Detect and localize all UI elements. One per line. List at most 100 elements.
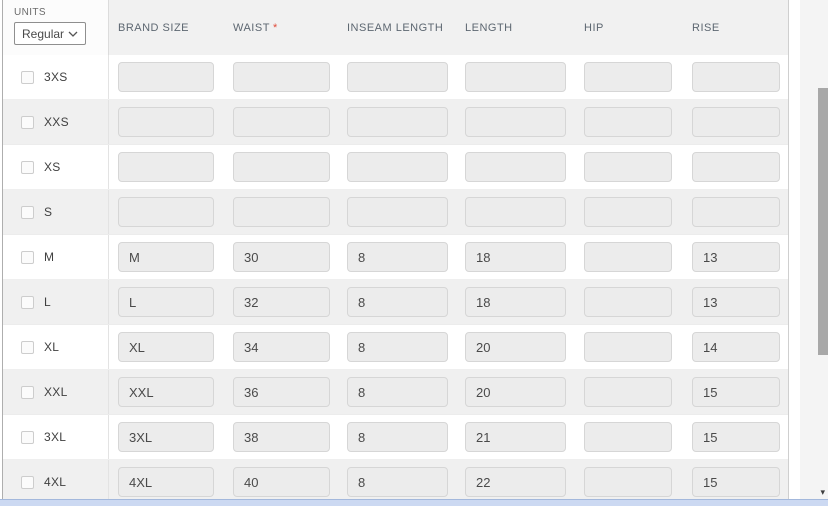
input-brand_size-4xl[interactable] (118, 467, 214, 497)
row-checkbox-xs[interactable] (21, 160, 34, 174)
cell-rise (683, 287, 787, 317)
input-length-s[interactable] (465, 197, 566, 227)
input-inseam_length-xs[interactable] (347, 152, 448, 182)
row-checkbox-s[interactable] (21, 205, 34, 219)
row-checkbox-m[interactable] (21, 250, 34, 264)
input-length-3xl[interactable] (465, 422, 566, 452)
input-inseam_length-xl[interactable] (347, 332, 448, 362)
input-hip-xxs[interactable] (584, 107, 672, 137)
input-hip-m[interactable] (584, 242, 672, 272)
units-cell: UNITS Regular (3, 0, 109, 55)
input-length-xxl[interactable] (465, 377, 566, 407)
input-brand_size-s[interactable] (118, 197, 214, 227)
units-select[interactable]: Regular (14, 22, 86, 45)
input-length-m[interactable] (465, 242, 566, 272)
size-label-cell: XS (3, 145, 109, 189)
table-row-3xs: 3XS (3, 55, 788, 100)
cell-waist (224, 62, 338, 92)
input-rise-4xl[interactable] (692, 467, 780, 497)
input-rise-xl[interactable] (692, 332, 780, 362)
input-length-xl[interactable] (465, 332, 566, 362)
input-waist-xxl[interactable] (233, 377, 330, 407)
vertical-scrollbar-track[interactable] (800, 0, 828, 499)
input-rise-l[interactable] (692, 287, 780, 317)
input-inseam_length-s[interactable] (347, 197, 448, 227)
input-rise-s[interactable] (692, 197, 780, 227)
cell-length (456, 467, 575, 497)
column-header-length: LENGTH (465, 21, 513, 34)
cell-hip (575, 152, 683, 182)
input-waist-3xs[interactable] (233, 62, 330, 92)
input-length-4xl[interactable] (465, 467, 566, 497)
row-checkbox-4xl[interactable] (21, 475, 34, 489)
row-checkbox-xxl[interactable] (21, 385, 34, 399)
input-hip-l[interactable] (584, 287, 672, 317)
cell-waist (224, 152, 338, 182)
input-brand_size-xxl[interactable] (118, 377, 214, 407)
input-waist-l[interactable] (233, 287, 330, 317)
size-label-cell: 3XL (3, 415, 109, 459)
scroll-down-arrow-icon[interactable]: ▾ (820, 487, 825, 497)
cell-hip (575, 62, 683, 92)
input-inseam_length-xxl[interactable] (347, 377, 448, 407)
table-row-xs: XS (3, 145, 788, 190)
input-rise-3xs[interactable] (692, 62, 780, 92)
cell-rise (683, 332, 787, 362)
row-checkbox-xxs[interactable] (21, 115, 34, 129)
input-inseam_length-xxs[interactable] (347, 107, 448, 137)
input-brand_size-m[interactable] (118, 242, 214, 272)
size-label: XXS (44, 115, 69, 129)
input-brand_size-l[interactable] (118, 287, 214, 317)
input-inseam_length-m[interactable] (347, 242, 448, 272)
input-brand_size-xxs[interactable] (118, 107, 214, 137)
input-waist-xxs[interactable] (233, 107, 330, 137)
cell-length (456, 152, 575, 182)
horizontal-scrollbar[interactable] (0, 499, 828, 506)
input-rise-xxl[interactable] (692, 377, 780, 407)
input-brand_size-xl[interactable] (118, 332, 214, 362)
cell-brand_size (109, 287, 224, 317)
input-rise-xxs[interactable] (692, 107, 780, 137)
row-checkbox-xl[interactable] (21, 340, 34, 354)
table-row-m: M (3, 235, 788, 280)
input-length-xxs[interactable] (465, 107, 566, 137)
input-inseam_length-4xl[interactable] (347, 467, 448, 497)
input-waist-4xl[interactable] (233, 467, 330, 497)
size-label-cell: S (3, 190, 109, 234)
input-rise-3xl[interactable] (692, 422, 780, 452)
size-label: XXL (44, 385, 68, 399)
cell-waist (224, 287, 338, 317)
column-header-hip: HIP (584, 21, 604, 34)
input-rise-xs[interactable] (692, 152, 780, 182)
input-inseam_length-l[interactable] (347, 287, 448, 317)
cell-rise (683, 242, 787, 272)
row-checkbox-3xs[interactable] (21, 70, 34, 84)
input-length-3xs[interactable] (465, 62, 566, 92)
input-length-xs[interactable] (465, 152, 566, 182)
input-length-l[interactable] (465, 287, 566, 317)
input-hip-s[interactable] (584, 197, 672, 227)
input-inseam_length-3xs[interactable] (347, 62, 448, 92)
input-hip-3xl[interactable] (584, 422, 672, 452)
input-hip-4xl[interactable] (584, 467, 672, 497)
row-checkbox-l[interactable] (21, 295, 34, 309)
input-rise-m[interactable] (692, 242, 780, 272)
table-row-xl: XL (3, 325, 788, 370)
row-checkbox-3xl[interactable] (21, 430, 34, 444)
input-waist-3xl[interactable] (233, 422, 330, 452)
input-hip-xl[interactable] (584, 332, 672, 362)
input-brand_size-3xl[interactable] (118, 422, 214, 452)
input-brand_size-3xs[interactable] (118, 62, 214, 92)
input-hip-xs[interactable] (584, 152, 672, 182)
input-inseam_length-3xl[interactable] (347, 422, 448, 452)
input-waist-s[interactable] (233, 197, 330, 227)
input-waist-m[interactable] (233, 242, 330, 272)
size-label-cell: XXL (3, 370, 109, 414)
input-waist-xl[interactable] (233, 332, 330, 362)
input-hip-3xs[interactable] (584, 62, 672, 92)
size-label-cell: XXS (3, 100, 109, 144)
input-waist-xs[interactable] (233, 152, 330, 182)
input-brand_size-xs[interactable] (118, 152, 214, 182)
input-hip-xxl[interactable] (584, 377, 672, 407)
vertical-scrollbar-thumb[interactable] (818, 88, 828, 355)
